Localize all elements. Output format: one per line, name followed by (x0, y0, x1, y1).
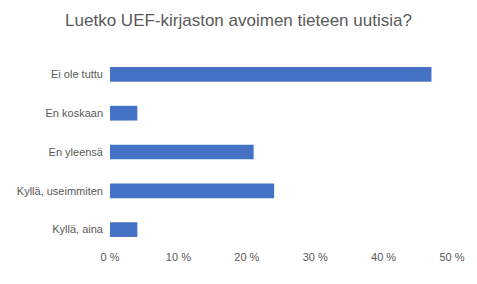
svg-text:40 %: 40 % (371, 251, 396, 263)
svg-text:20 %: 20 % (234, 251, 259, 263)
svg-text:Kyllä, aina: Kyllä, aina (52, 223, 104, 235)
svg-text:En yleensä: En yleensä (49, 146, 104, 158)
svg-text:Ei ole tuttu: Ei ole tuttu (51, 68, 103, 80)
svg-text:50 %: 50 % (439, 251, 464, 263)
svg-text:Kyllä, useimmiten: Kyllä, useimmiten (17, 185, 103, 197)
svg-text:Luetko UEF-kirjaston avoimen t: Luetko UEF-kirjaston avoimen tieteen uut… (65, 11, 412, 30)
svg-text:30 %: 30 % (303, 251, 328, 263)
svg-text:0 %: 0 % (101, 251, 120, 263)
svg-text:10 %: 10 % (166, 251, 191, 263)
svg-text:En koskaan: En koskaan (46, 107, 103, 119)
